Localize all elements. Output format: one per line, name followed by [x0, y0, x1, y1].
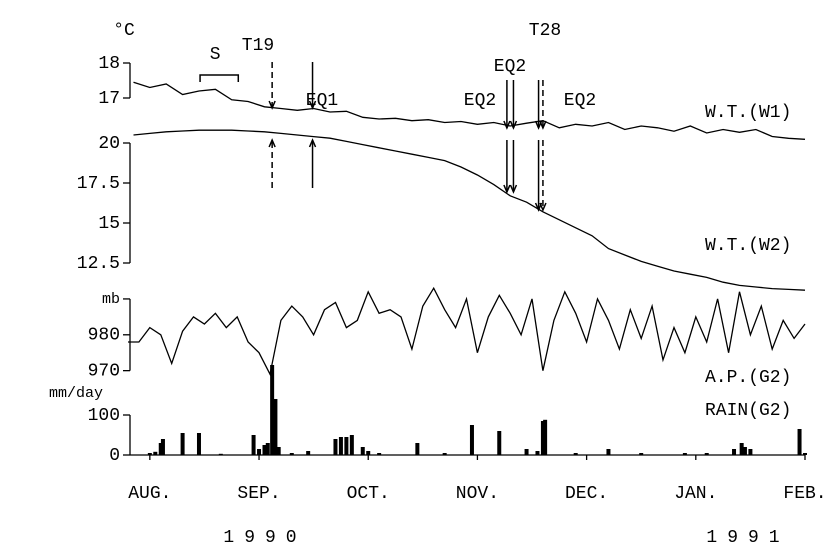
y-tick-label: 17 [98, 89, 120, 109]
bar [306, 451, 311, 455]
season-label: S [210, 45, 221, 65]
year-label: 1990 [223, 528, 306, 548]
y-tick-label: mb [102, 291, 120, 308]
event-label: T28 [529, 21, 561, 41]
series-label: RAIN(G2) [705, 401, 791, 421]
bar [147, 453, 152, 455]
arrow-head [268, 100, 276, 110]
event-label: T19 [242, 36, 274, 56]
bar [748, 449, 753, 455]
y-tick-label: 0 [109, 446, 120, 466]
series-line [133, 81, 806, 140]
bar [524, 449, 529, 455]
bar [338, 437, 343, 455]
bar [535, 451, 540, 455]
bar [360, 447, 365, 455]
bar [415, 443, 420, 455]
y-tick-label: 100 [88, 406, 120, 426]
arrow-head [539, 120, 547, 130]
bar [469, 425, 474, 455]
y-tick-label: 20 [98, 134, 120, 154]
series-line [128, 286, 806, 377]
bar [682, 453, 687, 455]
arrow-head [539, 202, 547, 212]
series-label: W.T.(W1) [705, 103, 791, 123]
y-tick-label: 980 [88, 326, 120, 346]
event-label: EQ2 [494, 57, 526, 77]
bar [543, 419, 548, 455]
bar [196, 433, 201, 455]
bar [349, 435, 354, 455]
arrow-head [509, 184, 518, 194]
bar [276, 447, 281, 455]
event-label: EQ1 [306, 91, 338, 111]
bar [344, 437, 349, 455]
bar [153, 451, 158, 455]
x-tick-label: OCT. [347, 484, 390, 504]
bar [803, 453, 807, 455]
x-tick-label: DEC. [565, 484, 608, 504]
bar [606, 449, 611, 455]
arrow-head [503, 120, 511, 130]
bar [739, 443, 744, 455]
bar [442, 453, 447, 455]
x-tick-label: FEB. [783, 484, 826, 504]
y-tick-label: 15 [98, 214, 120, 234]
x-tick-label: AUG. [128, 484, 171, 504]
bar [251, 435, 256, 455]
x-tick-label: NOV. [456, 484, 499, 504]
bar [366, 451, 371, 455]
unit-label: mm/day [49, 385, 103, 402]
bar [732, 449, 737, 455]
x-tick-label: JAN. [674, 484, 717, 504]
year-label: 1991 [706, 528, 789, 548]
bar [158, 443, 163, 455]
event-label: EQ2 [564, 91, 596, 111]
bar [497, 431, 502, 455]
x-tick-label: SEP. [237, 484, 280, 504]
bar [265, 443, 270, 455]
bar [273, 399, 278, 455]
bar [742, 447, 747, 455]
y-tick-label: 18 [98, 54, 120, 74]
bar [377, 453, 382, 455]
bar [257, 449, 262, 455]
series-line [133, 129, 806, 291]
y-tick-label: 17.5 [77, 174, 120, 194]
bar [289, 453, 294, 455]
y-tick-label: 970 [88, 361, 120, 381]
arrow-head [503, 184, 511, 194]
bar [573, 453, 578, 455]
arrow-head [268, 138, 276, 148]
event-label: EQ2 [464, 91, 496, 111]
series-label: W.T.(W2) [705, 236, 791, 256]
bar [160, 439, 165, 455]
bar [333, 439, 338, 455]
bar [797, 429, 802, 455]
arrow-head [308, 100, 317, 110]
season-bracket [199, 74, 240, 82]
bar [639, 453, 644, 455]
bar [262, 445, 267, 455]
y-tick-label: 12.5 [77, 254, 120, 274]
unit-label: °C [113, 21, 135, 41]
bar [704, 453, 709, 455]
bar [270, 365, 275, 455]
bar [180, 433, 185, 455]
arrow-head [308, 138, 317, 148]
arrow-head [509, 120, 518, 130]
series-label: A.P.(G2) [705, 368, 791, 388]
bar [540, 421, 545, 455]
